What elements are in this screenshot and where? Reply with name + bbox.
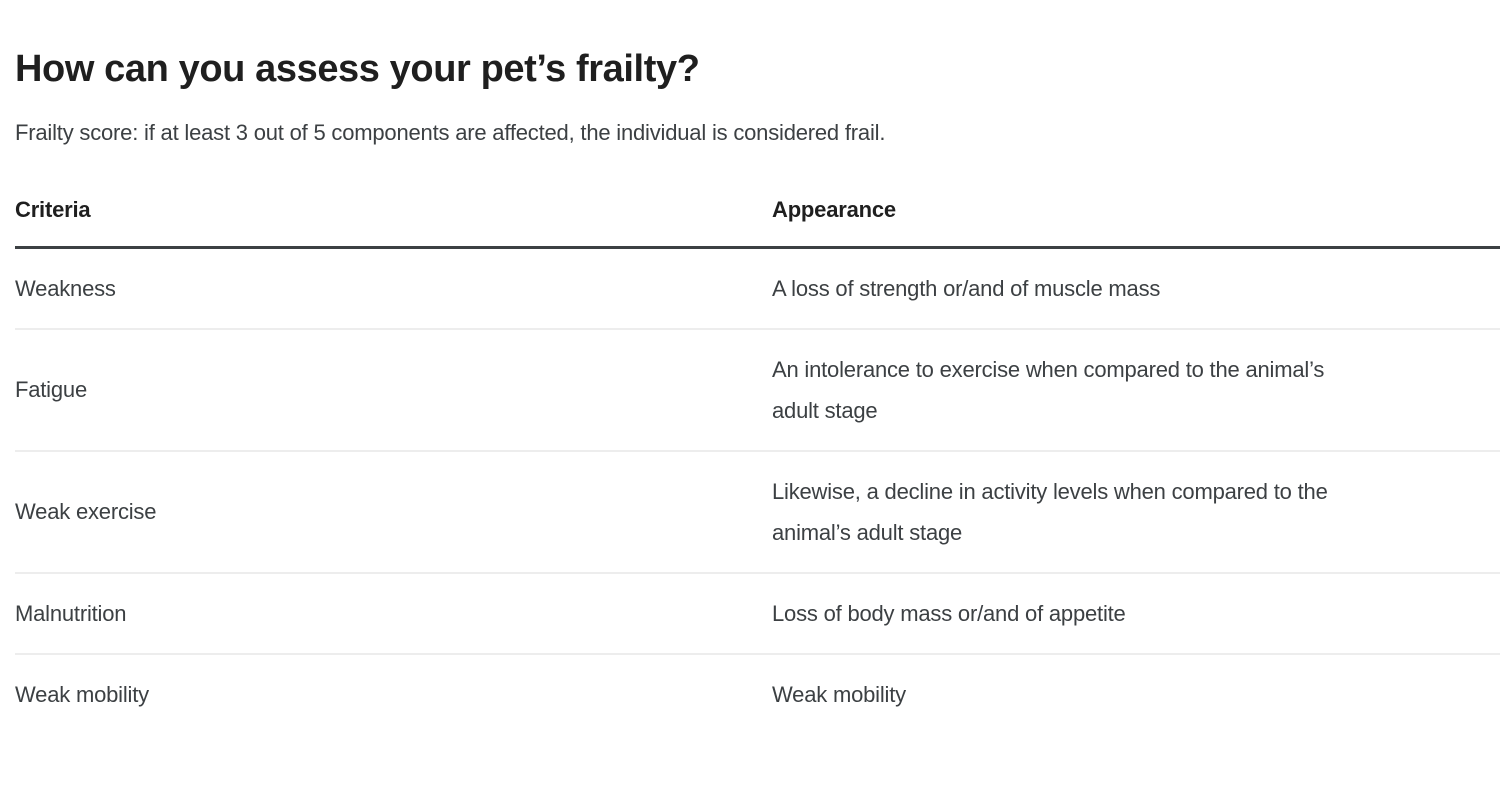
table-row: Malnutrition Loss of body mass or/and of… — [15, 572, 1500, 655]
appearance-cell: A loss of strength or/and of muscle mass — [772, 247, 1500, 330]
column-header-appearance: Appearance — [772, 196, 1500, 249]
column-header-criteria: Criteria — [15, 196, 772, 249]
criteria-cell: Weak mobility — [15, 681, 149, 707]
page-title: How can you assess your pet’s frailty? — [15, 48, 700, 90]
table-header-row: Criteria Appearance — [15, 196, 1500, 249]
table-row: Weak mobility Weak mobility — [15, 654, 1500, 734]
appearance-cell: Weak mobility — [772, 681, 906, 707]
table-row: Weakness A loss of strength or/and of mu… — [15, 247, 1500, 330]
appearance-cell: Likewise, a decline in activity levels w… — [772, 450, 1500, 574]
appearance-cell: Loss of body mass or/and of appetite — [772, 572, 1500, 655]
criteria-cell: Fatigue — [15, 328, 772, 452]
frailty-criteria-table: Criteria Appearance Weakness A loss of s… — [15, 196, 1500, 734]
criteria-cell: Malnutrition — [15, 572, 772, 655]
table-row: Weak exercise Likewise, a decline in act… — [15, 450, 1500, 574]
criteria-cell: Weakness — [15, 247, 772, 330]
criteria-cell: Weak exercise — [15, 450, 772, 574]
table-row: Fatigue An intolerance to exercise when … — [15, 328, 1500, 452]
page-subtitle: Frailty score: if at least 3 out of 5 co… — [15, 119, 886, 145]
appearance-cell: An intolerance to exercise when compared… — [772, 328, 1500, 452]
